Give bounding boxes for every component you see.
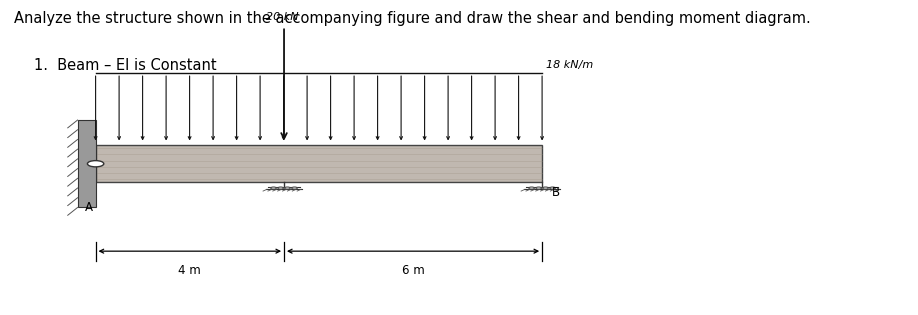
Text: 20 kN: 20 kN xyxy=(266,12,298,22)
Circle shape xyxy=(278,187,284,189)
Bar xyxy=(78,120,95,208)
Bar xyxy=(95,145,543,182)
Text: B: B xyxy=(552,186,560,198)
Text: 18 kN/m: 18 kN/m xyxy=(546,60,593,70)
Text: Analyze the structure shown in the accompanying figure and draw the shear and be: Analyze the structure shown in the accom… xyxy=(14,11,811,26)
Text: 6 m: 6 m xyxy=(402,264,424,277)
Circle shape xyxy=(529,187,534,189)
Circle shape xyxy=(271,187,276,189)
Text: 1.  Beam – EI is Constant: 1. Beam – EI is Constant xyxy=(34,58,217,72)
Circle shape xyxy=(292,187,297,189)
Text: 4 m: 4 m xyxy=(178,264,201,277)
Circle shape xyxy=(87,161,104,167)
Circle shape xyxy=(285,187,290,189)
Circle shape xyxy=(536,187,542,189)
Circle shape xyxy=(543,187,548,189)
Text: A: A xyxy=(85,201,93,214)
Circle shape xyxy=(550,187,555,189)
